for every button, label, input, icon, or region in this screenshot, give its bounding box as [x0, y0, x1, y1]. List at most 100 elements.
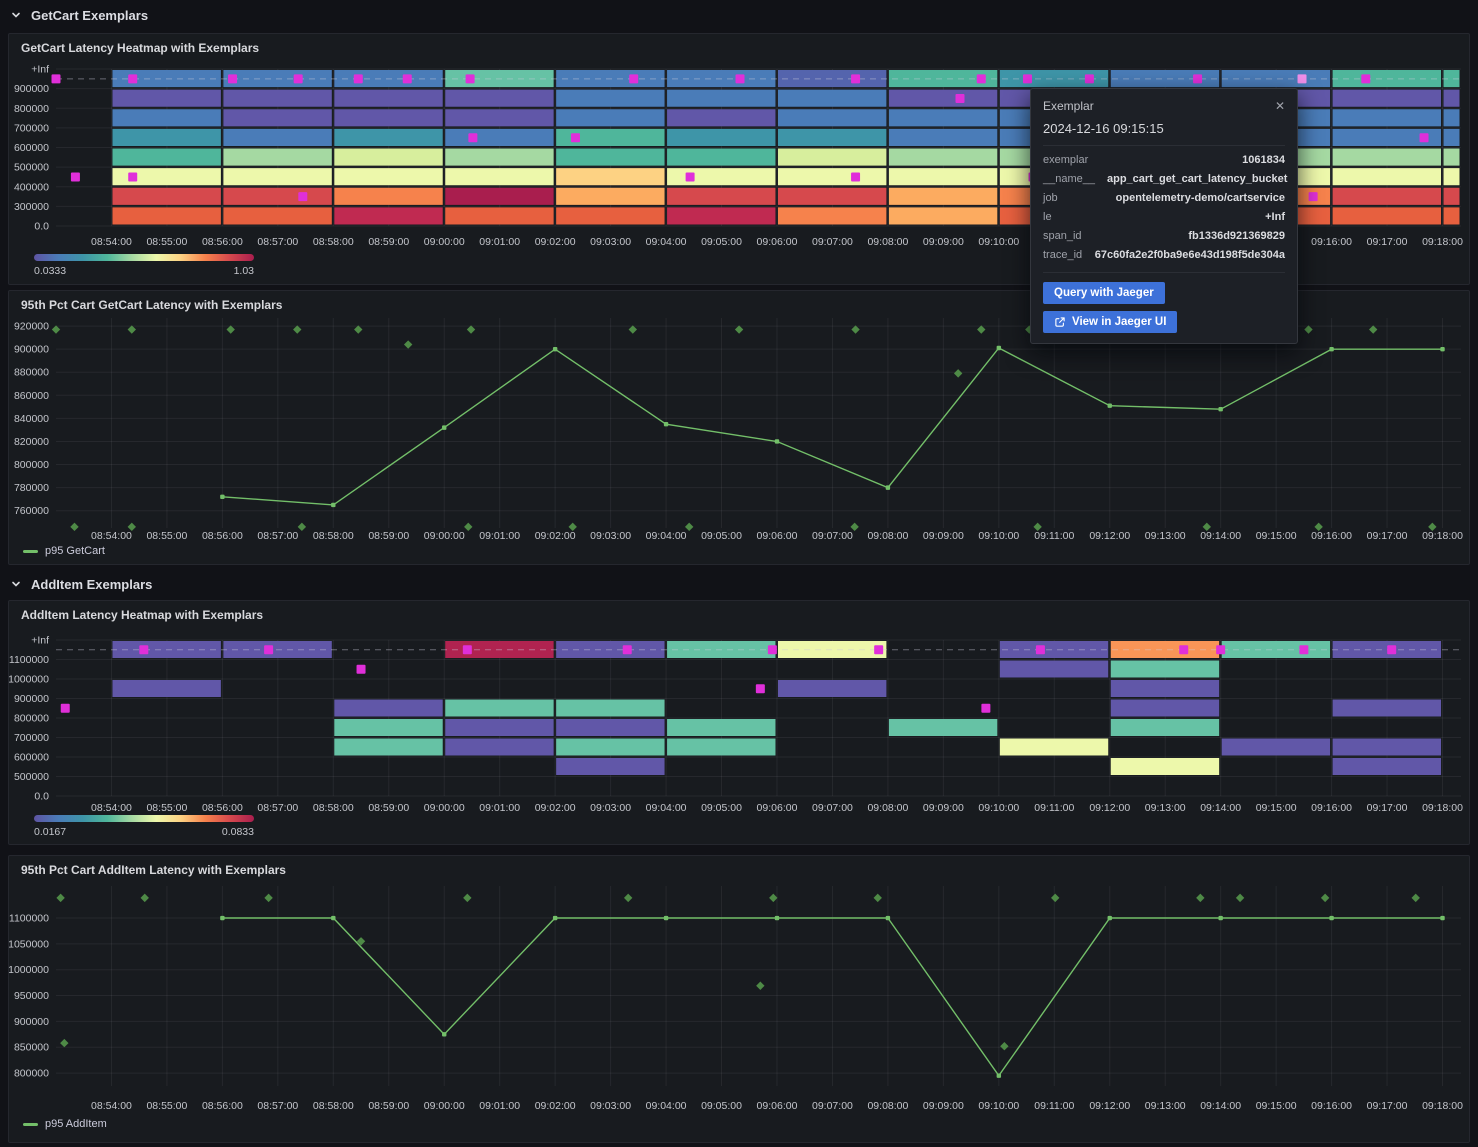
section-header-additem[interactable]: AddItem Exemplars [10, 572, 152, 596]
exemplar-marker[interactable] [1299, 645, 1309, 655]
series-legend[interactable]: p95 GetCart [23, 545, 105, 557]
exemplar-marker[interactable] [1297, 74, 1307, 84]
exemplar-diamond[interactable] [70, 522, 79, 532]
query-with-jaeger-button[interactable]: Query with Jaeger [1043, 282, 1165, 304]
series-legend-label[interactable]: p95 AddItem [45, 1118, 107, 1130]
series-legend[interactable]: p95 AddItem [23, 1118, 107, 1130]
exemplar-diamond[interactable] [953, 369, 963, 378]
exemplar-diamond[interactable] [1368, 325, 1378, 334]
exemplar-marker[interactable] [293, 74, 303, 84]
series-point[interactable] [442, 425, 447, 430]
getcart-line-plot[interactable]: 920000 900000 880000 860000 840000 820000 8000… [9, 291, 1469, 543]
view-in-jaeger-button[interactable]: View in Jaeger UI [1043, 311, 1178, 333]
exemplar-marker[interactable] [60, 703, 70, 713]
series-point[interactable] [774, 915, 780, 921]
exemplar-marker[interactable] [228, 74, 238, 84]
exemplar-marker[interactable] [128, 74, 138, 84]
series-point[interactable] [220, 494, 225, 500]
series-point[interactable] [1440, 915, 1445, 921]
series-point[interactable] [1329, 915, 1334, 921]
exemplar-marker[interactable] [1387, 645, 1397, 655]
exemplar-marker[interactable] [874, 645, 884, 655]
exemplar-diamond[interactable] [851, 325, 860, 334]
exemplar-marker[interactable] [851, 74, 861, 84]
exemplar-marker[interactable] [1419, 133, 1429, 143]
exemplar-marker[interactable] [735, 74, 745, 84]
series-point[interactable] [774, 439, 780, 444]
series-point[interactable] [663, 421, 669, 427]
exemplar-marker[interactable] [128, 172, 138, 182]
exemplar-marker[interactable] [685, 172, 695, 182]
exemplar-diamond[interactable] [977, 325, 986, 334]
series-point[interactable] [663, 915, 669, 921]
exemplar-diamond[interactable] [1196, 893, 1205, 903]
series-point[interactable] [885, 915, 891, 921]
exemplar-marker[interactable] [622, 645, 632, 655]
exemplar-marker[interactable] [139, 645, 149, 655]
series-point[interactable] [220, 915, 225, 921]
series-point[interactable] [1218, 915, 1223, 921]
exemplar-diamond[interactable] [1235, 893, 1245, 903]
additem-heatmap-plot[interactable]: +Inf 1100000 1000000 900000 800000 700000 6000… [9, 601, 1469, 844]
exemplar-marker[interactable] [1193, 74, 1203, 84]
exemplar-diamond[interactable] [297, 522, 307, 532]
exemplar-marker[interactable] [1022, 74, 1032, 84]
exemplar-diamond[interactable] [60, 1038, 69, 1048]
chevron-down-icon[interactable] [10, 578, 22, 590]
exemplar-diamond[interactable] [403, 340, 413, 349]
exemplar-marker[interactable] [976, 74, 986, 84]
exemplar-marker[interactable] [570, 133, 580, 143]
exemplar-diamond[interactable] [56, 893, 65, 903]
series-point[interactable] [331, 915, 336, 921]
additem-line-plot[interactable]: 1100000 1050000 1000000 950000 900000 850000 8… [9, 856, 1469, 1118]
exemplar-marker[interactable] [462, 645, 472, 655]
exemplar-diamond[interactable] [51, 325, 61, 334]
series-point[interactable] [1218, 406, 1223, 412]
exemplar-diamond[interactable] [1304, 325, 1313, 334]
chevron-down-icon[interactable] [10, 9, 22, 21]
exemplar-marker[interactable] [298, 192, 308, 202]
exemplar-marker[interactable] [981, 703, 991, 713]
close-icon[interactable]: ✕ [1274, 99, 1285, 113]
series-point[interactable] [1107, 403, 1112, 408]
series-point[interactable] [442, 1032, 447, 1037]
exemplar-marker[interactable] [264, 645, 274, 655]
exemplar-marker[interactable] [1084, 74, 1094, 84]
exemplar-diamond[interactable] [873, 893, 882, 903]
series-point[interactable] [552, 915, 558, 921]
exemplar-diamond[interactable] [464, 522, 473, 532]
exemplar-marker[interactable] [1216, 645, 1226, 655]
exemplar-diamond[interactable] [1000, 1042, 1009, 1051]
exemplar-diamond[interactable] [140, 893, 149, 903]
exemplar-diamond[interactable] [1051, 893, 1060, 903]
exemplar-marker[interactable] [767, 645, 777, 655]
exemplar-diamond[interactable] [628, 325, 637, 334]
exemplar-diamond[interactable] [769, 893, 778, 903]
exemplar-diamond[interactable] [1411, 893, 1420, 903]
series-point[interactable] [1107, 915, 1112, 921]
exemplar-marker[interactable] [1361, 74, 1371, 84]
series-point[interactable] [1329, 346, 1334, 352]
exemplar-marker[interactable] [1308, 192, 1318, 202]
exemplar-diamond[interactable] [127, 325, 136, 334]
exemplar-marker[interactable] [1179, 645, 1189, 655]
exemplar-marker[interactable] [353, 74, 363, 84]
series-point[interactable] [1440, 346, 1445, 352]
series-legend-label[interactable]: p95 GetCart [45, 545, 105, 557]
exemplar-diamond[interactable] [1025, 325, 1034, 334]
exemplar-diamond[interactable] [264, 893, 273, 903]
series-point[interactable] [552, 346, 558, 352]
series-point[interactable] [996, 1073, 1002, 1078]
series-point[interactable] [996, 345, 1002, 351]
exemplar-marker[interactable] [402, 74, 412, 84]
exemplar-diamond[interactable] [734, 325, 744, 334]
exemplar-marker[interactable] [468, 133, 478, 143]
exemplar-diamond[interactable] [226, 325, 235, 334]
exemplar-diamond[interactable] [354, 325, 363, 334]
exemplar-diamond[interactable] [293, 325, 302, 334]
exemplar-marker[interactable] [955, 93, 965, 103]
exemplar-marker[interactable] [70, 172, 80, 182]
series-point[interactable] [885, 485, 891, 490]
exemplar-marker[interactable] [755, 684, 765, 694]
exemplar-diamond[interactable] [756, 981, 765, 990]
